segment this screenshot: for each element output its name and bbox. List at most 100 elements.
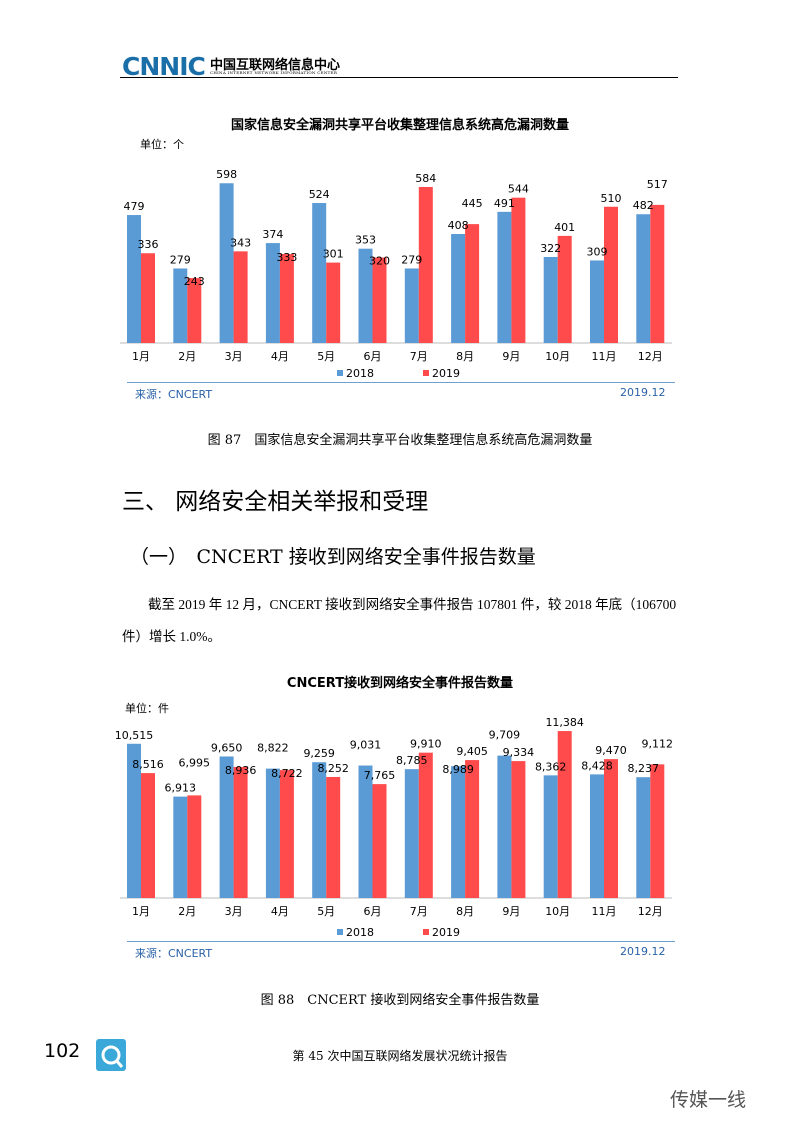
figure-88-caption: 图 88 CNCERT 接收到网络安全事件报告数量 (260, 993, 540, 1008)
bar-2019-11月 (604, 206, 618, 343)
data-label-2019-1月: 8,516 (132, 758, 164, 771)
data-label-2019-10月: 11,384 (545, 716, 584, 729)
data-label-2019-7月: 9,910 (410, 738, 442, 751)
bar-2018-2月 (173, 796, 188, 898)
data-label-2018-3月: 598 (216, 168, 237, 181)
data-label-2018-3月: 9,650 (211, 741, 243, 754)
chart1-date: 2019.12 (620, 386, 666, 399)
x-tick-label: 10月 (545, 350, 570, 363)
bar-2018-4月 (265, 768, 280, 898)
data-label-2018-10月: 322 (540, 242, 561, 255)
x-tick-label: 2月 (178, 350, 196, 363)
paragraph-line-1: 截至 2019 年 12 月，CNCERT 接收到网络安全事件报告 107801… (148, 597, 677, 612)
x-tick-label: 12月 (638, 350, 663, 363)
x-tick-label: 6月 (364, 350, 382, 363)
bar-2019-3月 (233, 766, 248, 898)
bar-2019-3月 (233, 251, 248, 343)
data-label-2019-4月: 333 (276, 251, 297, 264)
data-label-2018-5月: 524 (309, 188, 330, 201)
footer-report-title: 第 45 次中国互联网络发展状况统计报告 (292, 1049, 508, 1063)
data-label-2019-5月: 301 (323, 248, 344, 261)
bar-2019-5月 (326, 262, 341, 343)
chart1-unit: 单位：个 (140, 138, 184, 151)
paragraph-line-2: 件）增长 1.0%。 (122, 629, 221, 644)
bar-2018-6月 (358, 248, 373, 343)
bar-2018-12月 (636, 777, 651, 898)
chart1-title: 国家信息安全漏洞共享平台收集整理信息系统高危漏洞数量 (230, 118, 569, 133)
bar-2019-6月 (372, 784, 387, 898)
bar-2019-10月 (557, 731, 572, 898)
bar-2019-8月 (465, 760, 480, 898)
paragraph: 截至 2019 年 12 月，CNCERT 接收到网络安全事件报告 107801… (122, 589, 678, 653)
bar-2018-1月 (127, 743, 141, 898)
chart2-plot: 1月 2月 3月 4月 5月 6月 7月 8月 9月 10月 11月 12月10,5158,5166,… (115, 716, 674, 939)
chart2-title: CNCERT接收到网络安全事件报告数量 (286, 676, 514, 691)
org-name-cn: 中国互联网络信息中心 (210, 58, 341, 73)
data-label-2018-8月: 408 (448, 219, 469, 232)
chart1-source-divider (127, 382, 675, 383)
figure-87-caption: 图 87 国家信息安全漏洞共享平台收集整理信息系统高危漏洞数量 (207, 433, 593, 448)
data-label-2019-12月: 9,112 (642, 737, 674, 750)
data-label-2019-12月: 517 (647, 178, 668, 191)
x-tick-label: 7月 (410, 350, 428, 363)
legend-label-2019: 2019 (432, 367, 460, 380)
x-tick-label: 12月 (638, 905, 663, 918)
bar-2018-11月 (590, 774, 604, 898)
org-name-en: CHINA INTERNET NETWORK INFORMATION CENTE… (210, 70, 338, 75)
watermark: 传媒一线 (670, 1089, 747, 1111)
chart1-plot: 1月 2月 3月 4月 5月 6月 7月 8月 9月 10月 11月 12月 479 336 279 243 5… (120, 168, 672, 380)
legend-label-2018: 2018 (346, 926, 374, 939)
section-heading: 三、 网络安全相关举报和受理 (122, 489, 429, 515)
x-tick-label: 8月 (456, 350, 474, 363)
data-label-2018-12月: 482 (633, 199, 654, 212)
bar-2019-7月 (418, 752, 433, 898)
bar-2019-4月 (279, 254, 294, 343)
bar-2018-5月 (312, 762, 327, 898)
data-label-2019-1月: 336 (138, 238, 159, 251)
bar-2019-12月 (650, 204, 665, 343)
cnnic-logo: CNNIC (122, 52, 206, 81)
legend-swatch-2018 (337, 370, 343, 376)
subsection-heading: （一） CNCERT 接收到网络安全事件报告数量 (130, 546, 536, 568)
chart2-date: 2019.12 (620, 945, 666, 958)
data-label-2019-2月: 243 (184, 275, 205, 288)
chart2-source-divider (127, 941, 675, 942)
bar-2018-9月 (497, 755, 512, 898)
bar-2019-10月 (557, 235, 572, 343)
x-tick-label: 8月 (456, 905, 474, 918)
bar-2019-12月 (650, 764, 665, 898)
x-tick-label: 1月 (132, 905, 150, 918)
data-label-2018-8月: 8,989 (442, 763, 474, 776)
bar-2018-3月 (219, 756, 234, 898)
data-label-2018-1月: 10,515 (115, 729, 154, 742)
x-tick-label: 3月 (225, 350, 243, 363)
data-label-2019-9月: 544 (508, 183, 529, 196)
legend-swatch-2018 (337, 929, 343, 935)
legend-label-2019: 2019 (432, 926, 460, 939)
legend-label-2018: 2018 (346, 367, 374, 380)
data-label-2018-7月: 8,785 (396, 754, 428, 767)
x-tick-label: 4月 (271, 350, 289, 363)
x-tick-label: 9月 (502, 905, 520, 918)
data-label-2018-11月: 8,428 (581, 759, 613, 772)
data-label-2019-3月: 343 (230, 236, 251, 249)
data-label-2018-2月: 6,913 (165, 782, 197, 795)
x-tick-label: 9月 (502, 350, 520, 363)
data-label-2018-2月: 279 (170, 253, 191, 266)
bar-2018-9月 (497, 211, 512, 343)
bar-2018-2月 (173, 268, 188, 343)
bar-2019-6月 (372, 257, 387, 343)
bar-2019-8月 (465, 224, 480, 343)
data-label-2019-5月: 8,252 (317, 762, 349, 775)
bar-2018-7月 (404, 268, 419, 343)
data-label-2018-7月: 279 (401, 253, 422, 266)
x-tick-label: 2月 (178, 905, 196, 918)
bar-2019-4月 (279, 770, 294, 898)
data-label-2018-1月: 479 (124, 200, 145, 213)
x-tick-label: 11月 (592, 905, 617, 918)
data-label-2019-8月: 445 (462, 197, 483, 210)
bar-2018-8月 (451, 766, 466, 898)
chart2-unit: 单位：件 (125, 702, 169, 715)
bar-2018-8月 (451, 234, 466, 343)
